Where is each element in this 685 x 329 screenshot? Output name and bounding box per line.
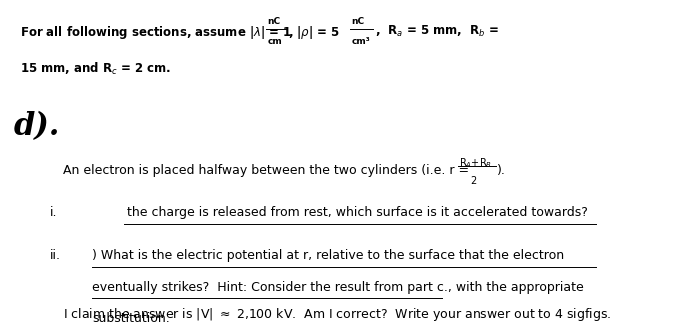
Text: For all following sections, assume |$\lambda$| = 1: For all following sections, assume |$\la… <box>20 24 292 41</box>
Text: cm: cm <box>267 37 282 46</box>
Text: nC: nC <box>267 17 281 26</box>
Text: ii.: ii. <box>50 249 62 262</box>
Text: 2: 2 <box>470 176 476 186</box>
Text: I claim the answer is |V| $\approx$ 2,100 kV.  Am I correct?  Write your answer : I claim the answer is |V| $\approx$ 2,10… <box>62 307 611 323</box>
Text: ).: ). <box>497 164 506 177</box>
Text: 15 mm, and R$_c$ = 2 cm.: 15 mm, and R$_c$ = 2 cm. <box>20 61 171 77</box>
Text: cm³: cm³ <box>351 37 370 46</box>
Text: eventually strikes?  Hint: Consider the result from part c., with the appropriat: eventually strikes? Hint: Consider the r… <box>92 281 584 294</box>
Text: d).: d). <box>14 111 60 142</box>
Text: An electron is placed halfway between the two cylinders (i.e. r =: An electron is placed halfway between th… <box>62 164 473 177</box>
Text: i.: i. <box>50 206 58 219</box>
Text: the charge is released from rest, which surface is it accelerated towards?: the charge is released from rest, which … <box>127 206 588 219</box>
Text: substitution.: substitution. <box>92 312 170 325</box>
Text: , |$\rho$| = 5: , |$\rho$| = 5 <box>288 24 340 41</box>
Text: ,  R$_a$ = 5 mm,  R$_b$ =: , R$_a$ = 5 mm, R$_b$ = <box>375 24 499 39</box>
Text: ) What is the electric potential at r, relative to the surface that the electron: ) What is the electric potential at r, r… <box>92 249 564 262</box>
Text: R$_A$+R$_B$: R$_A$+R$_B$ <box>459 156 492 170</box>
Text: nC: nC <box>351 17 364 26</box>
